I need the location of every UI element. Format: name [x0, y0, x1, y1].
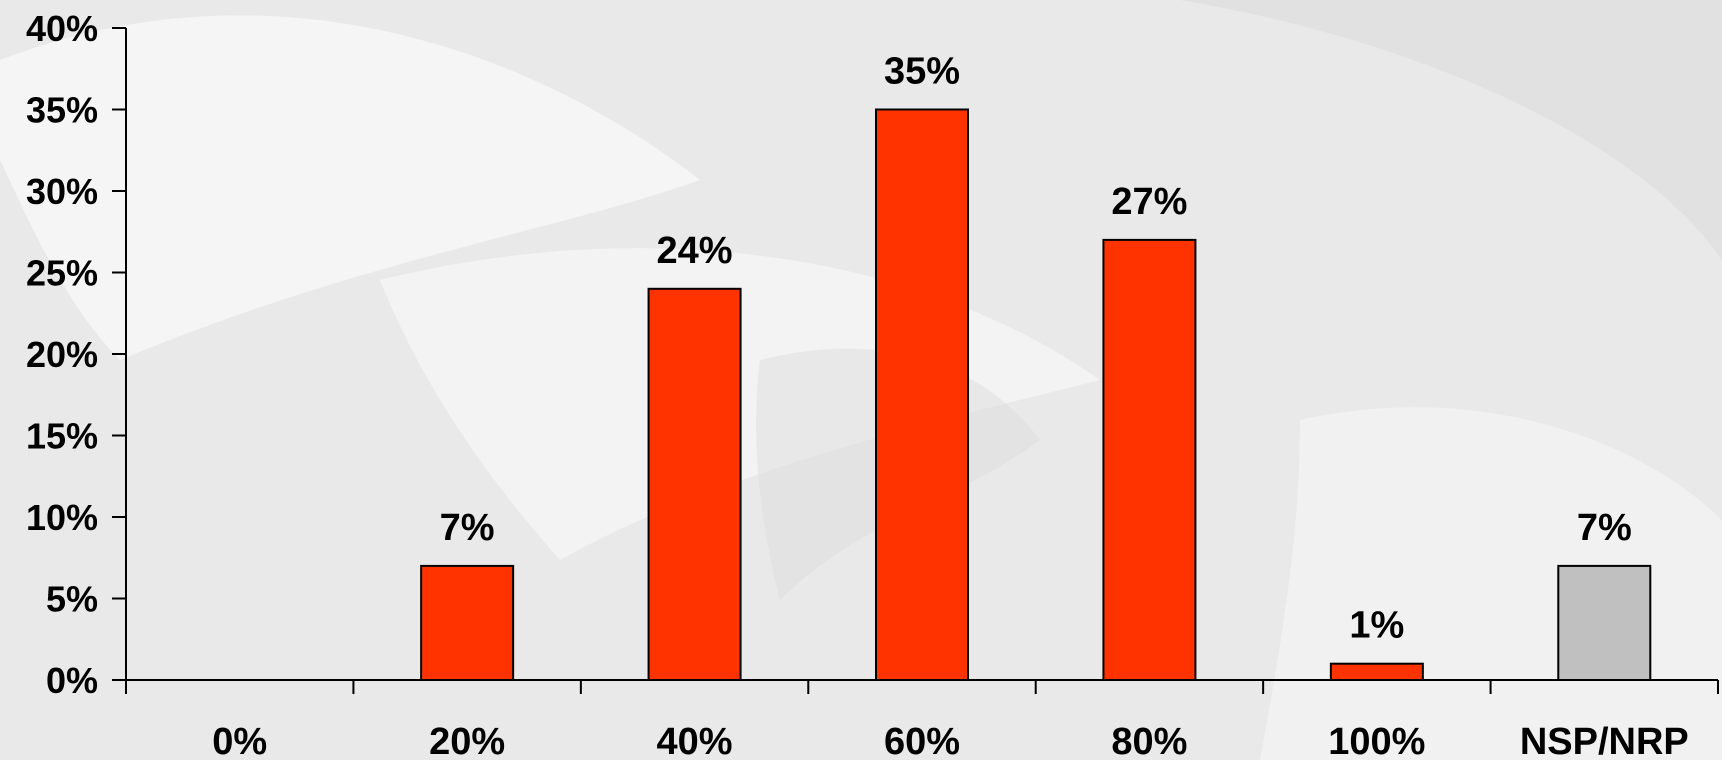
x-tick-label: 40%	[657, 721, 733, 760]
data-label: 7%	[1577, 507, 1632, 549]
bar-series	[420, 108, 1652, 682]
x-tick-label: 80%	[1111, 721, 1187, 760]
x-tick-label: 20%	[429, 721, 505, 760]
bar-6	[1557, 564, 1652, 682]
y-tick-label: 10%	[26, 497, 98, 538]
data-label: 35%	[884, 51, 960, 93]
x-axis: 0% 20% 40% 60% 80% 100% NSP/NRP	[125, 679, 1719, 760]
bar-4	[1102, 238, 1197, 681]
y-tick-label: 15%	[26, 416, 98, 457]
data-label: 1%	[1349, 605, 1404, 647]
x-tick-label: NSP/NRP	[1520, 721, 1689, 760]
y-tick-label: 25%	[26, 253, 98, 294]
x-tick-label: 60%	[884, 721, 960, 760]
data-labels: 7% 24% 35% 27% 1% 7%	[440, 51, 1632, 647]
bar-1	[420, 564, 515, 682]
x-tick-label: 100%	[1328, 721, 1425, 760]
bar-3	[875, 108, 969, 681]
y-tick-label: 40%	[26, 8, 98, 49]
y-tick-label: 5%	[46, 579, 98, 620]
y-tick-label: 35%	[26, 90, 98, 131]
data-label: 27%	[1111, 181, 1187, 223]
y-tick-label: 0%	[46, 660, 98, 701]
bar-5	[1329, 662, 1424, 682]
data-label: 7%	[440, 507, 495, 549]
bar-2	[647, 287, 742, 681]
y-axis: 0% 5% 10% 15% 20% 25% 30% 35% 40%	[26, 8, 127, 701]
x-tick-label: 0%	[212, 721, 267, 760]
data-label: 24%	[657, 230, 733, 272]
y-tick-label: 30%	[26, 171, 98, 212]
y-tick-label: 20%	[26, 334, 98, 375]
